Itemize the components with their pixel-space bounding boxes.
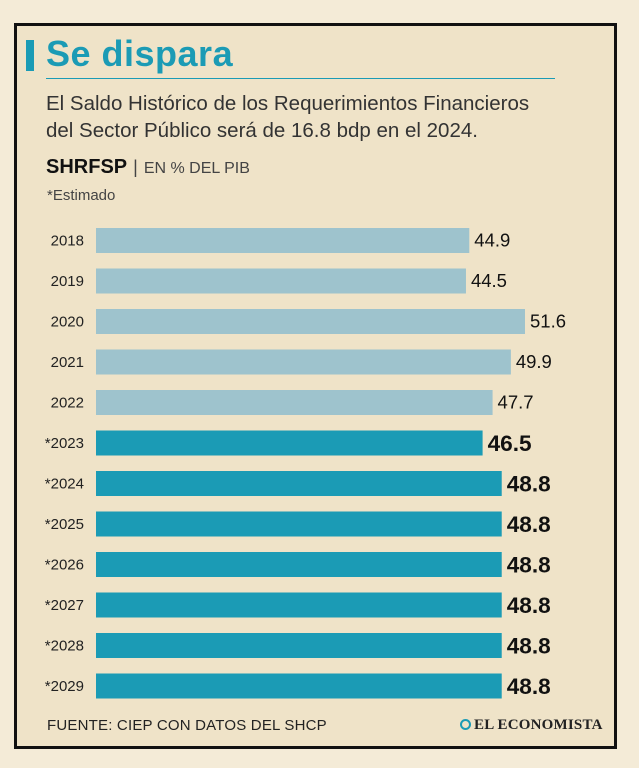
chart-frame — [14, 23, 617, 749]
bar-estimated — [96, 471, 502, 496]
chart-title: Se dispara — [46, 33, 234, 74]
bar-historical — [96, 390, 493, 415]
category-label: *2028 — [45, 638, 84, 655]
bar-estimated — [96, 633, 502, 658]
brand-icon — [460, 719, 471, 730]
bar-estimated — [96, 592, 502, 618]
category-label: *2029 — [45, 678, 84, 695]
category-label: 2022 — [51, 395, 84, 412]
value-label: 44.5 — [471, 271, 507, 291]
value-label: 47.7 — [498, 393, 534, 413]
bar-estimated — [96, 430, 483, 456]
value-label: 48.8 — [507, 674, 551, 699]
brand-name: EL ECONOMISTA — [474, 717, 603, 733]
category-label: 2021 — [51, 354, 84, 371]
brand-logo: EL ECONOMISTA — [460, 717, 603, 734]
value-label: 48.8 — [507, 634, 551, 659]
chart-subtitle: El Saldo Histórico de los Requerimientos… — [46, 90, 566, 144]
value-label: 48.8 — [507, 472, 551, 497]
metric-separator: | — [133, 157, 138, 177]
source-note: FUENTE: CIEP CON DATOS DEL SHCP — [47, 717, 327, 734]
metric-label: SHRFSP — [46, 156, 128, 178]
category-label: *2027 — [45, 597, 84, 614]
value-label: 49.9 — [516, 352, 552, 372]
bar-historical — [96, 349, 511, 375]
title-accent-bar — [26, 40, 34, 71]
value-label: 48.8 — [507, 512, 551, 537]
value-label: 46.5 — [488, 431, 532, 456]
subtitle-line-1: El Saldo Histórico de los Requerimientos… — [46, 92, 530, 115]
category-label: *2024 — [45, 476, 84, 493]
metric-unit: EN % DEL PIB — [143, 160, 250, 177]
value-label: 44.9 — [474, 231, 510, 251]
category-label: *2023 — [45, 435, 84, 452]
title-underline — [46, 78, 555, 79]
value-label: 51.6 — [530, 312, 566, 332]
estimate-note: *Estimado — [47, 187, 116, 204]
category-label: *2026 — [45, 557, 84, 574]
bar-historical — [96, 309, 525, 334]
bar-historical — [96, 268, 466, 294]
bar-estimated — [96, 673, 502, 699]
category-label: *2025 — [45, 516, 84, 533]
value-label: 48.8 — [507, 553, 551, 578]
category-label: 2019 — [51, 273, 84, 290]
bar-historical — [96, 228, 470, 253]
value-label: 48.8 — [507, 593, 551, 618]
category-label: 2018 — [51, 233, 84, 250]
bar-estimated — [96, 552, 502, 577]
category-label: 2020 — [51, 314, 84, 331]
bar-estimated — [96, 511, 502, 537]
subtitle-line-2: del Sector Público será de 16.8 bdp en e… — [46, 119, 478, 142]
metric-heading: SHRFSP | EN % DEL PIB — [46, 156, 250, 179]
